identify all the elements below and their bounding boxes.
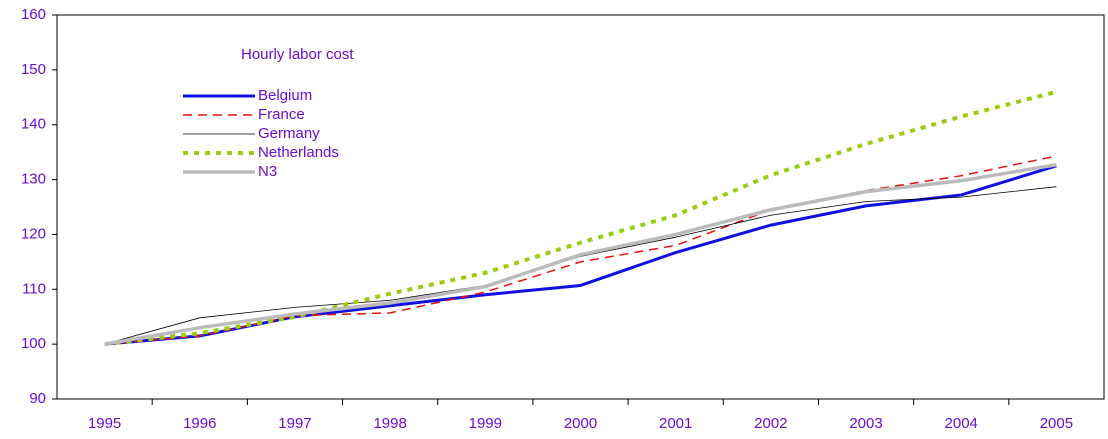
y-tick-label: 160 <box>21 6 46 23</box>
x-tick-label: 1998 <box>373 415 406 432</box>
legend-title: Hourly labor cost <box>241 46 354 63</box>
x-tick-label: 2001 <box>659 415 692 432</box>
legend-label: Germany <box>258 125 320 142</box>
y-tick-label: 120 <box>21 225 46 242</box>
legend-label: France <box>258 106 305 123</box>
plot-frame <box>56 14 1105 400</box>
x-tick-label: 1997 <box>278 415 311 432</box>
x-tick-label: 1996 <box>183 415 216 432</box>
line-series <box>104 155 1057 345</box>
x-tick-label: 2002 <box>754 415 787 432</box>
x-tick-label: 2003 <box>849 415 882 432</box>
x-tick-label: 1995 <box>88 415 121 432</box>
y-tick-label: 140 <box>21 116 46 133</box>
x-tick-label: 2000 <box>564 415 597 432</box>
x-tick-label: 2005 <box>1040 415 1073 432</box>
y-tick-label: 100 <box>21 335 46 352</box>
line-series <box>104 163 1057 346</box>
y-tick-label: 110 <box>22 280 46 297</box>
line-series <box>104 89 1057 347</box>
y-tick-label: 150 <box>21 61 46 78</box>
x-tick-label: 1999 <box>469 415 502 432</box>
legend-label: Netherlands <box>258 144 339 161</box>
y-tick-label: 90 <box>29 390 46 407</box>
x-tick-label: 2004 <box>945 415 978 432</box>
legend-label: Belgium <box>258 87 312 104</box>
y-tick-label: 130 <box>21 171 46 188</box>
legend-label: N3 <box>258 163 277 180</box>
line-series <box>104 164 1057 346</box>
